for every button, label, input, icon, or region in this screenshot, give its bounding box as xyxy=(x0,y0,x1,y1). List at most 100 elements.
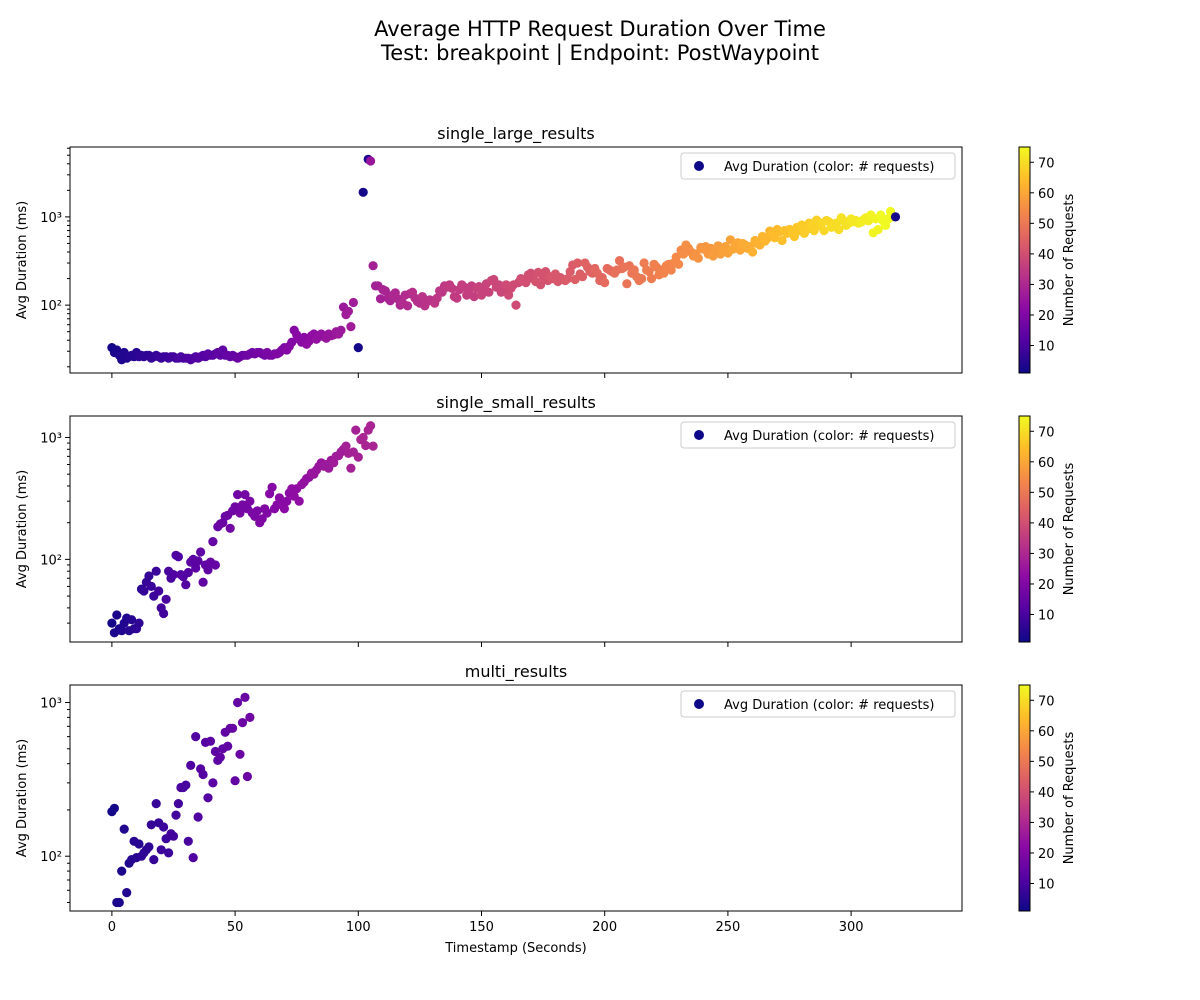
data-point xyxy=(346,322,356,332)
data-point xyxy=(834,224,844,235)
colorbar-tick-label: 60 xyxy=(1038,456,1055,471)
data-point xyxy=(134,618,144,628)
data-point xyxy=(403,301,413,311)
data-point xyxy=(380,286,390,296)
data-point xyxy=(447,283,457,293)
data-point xyxy=(235,508,245,518)
data-point xyxy=(203,565,213,575)
figure-title-line-1: Average HTTP Request Duration Over Time xyxy=(374,17,826,41)
plot-frame xyxy=(69,415,963,643)
data-point xyxy=(210,560,220,570)
y-axis-label: Avg Duration (ms) xyxy=(15,470,30,588)
data-point xyxy=(279,504,289,514)
colorbar-2: 10 20 30 40 50 60 70 Number of Requests xyxy=(1018,684,1077,912)
colorbar-gradient xyxy=(1018,146,1031,374)
legend-marker xyxy=(694,161,704,171)
data-point xyxy=(368,261,378,271)
subplot-title: single_large_results xyxy=(437,124,595,144)
colorbar-tick-label: 70 xyxy=(1038,694,1055,709)
colorbar-tick-label: 60 xyxy=(1038,725,1055,740)
data-point xyxy=(233,697,243,708)
data-point xyxy=(223,741,233,751)
data-point xyxy=(228,723,238,733)
colorbar-tick-label: 50 xyxy=(1038,217,1055,232)
colorbar-tick-label: 50 xyxy=(1038,755,1055,770)
data-point xyxy=(637,274,647,284)
data-point xyxy=(341,441,351,451)
legend-label: Avg Duration (color: # requests) xyxy=(724,698,934,713)
data-point xyxy=(358,432,368,443)
legend-label: Avg Duration (color: # requests) xyxy=(724,160,934,175)
x-tick-label: 50 xyxy=(227,920,244,935)
data-point xyxy=(117,866,127,876)
data-point xyxy=(198,769,208,780)
data-point xyxy=(646,274,657,284)
data-point xyxy=(139,586,149,596)
data-point xyxy=(674,259,684,269)
data-point xyxy=(252,506,262,516)
y-axis-label: Avg Duration (ms) xyxy=(15,201,30,319)
data-point xyxy=(198,577,208,587)
colorbar-tick-label: 40 xyxy=(1038,517,1055,532)
data-point xyxy=(196,547,206,557)
data-point xyxy=(563,274,573,284)
data-point xyxy=(245,712,255,723)
data-point xyxy=(577,272,588,282)
data-point xyxy=(294,496,304,506)
data-point xyxy=(644,267,654,277)
data-point xyxy=(873,224,883,235)
colorbar-gradient xyxy=(1018,415,1031,643)
data-point xyxy=(117,626,127,636)
x-ticks xyxy=(111,642,852,647)
data-point xyxy=(484,287,494,297)
data-point xyxy=(154,586,164,596)
legend-marker xyxy=(694,430,704,440)
subplot-single-large-results: single_large_results Avg Duration (ms) 1… xyxy=(15,124,963,378)
data-point xyxy=(366,421,376,431)
data-point xyxy=(614,256,625,266)
x-ticks: 0 50 100 150 200 250 300 xyxy=(108,911,864,935)
data-point xyxy=(770,233,780,243)
data-point xyxy=(469,292,479,302)
data-point xyxy=(819,226,829,236)
data-point xyxy=(127,615,137,625)
data-point xyxy=(114,897,124,908)
data-point xyxy=(366,156,376,166)
data-point xyxy=(193,812,203,822)
data-point xyxy=(186,760,196,771)
data-point xyxy=(225,523,235,533)
data-point xyxy=(164,848,174,858)
data-point xyxy=(173,552,183,562)
data-point xyxy=(156,845,166,855)
colorbar-tick-label: 10 xyxy=(1038,340,1055,355)
data-point xyxy=(622,279,632,289)
y-tick-label: 10² xyxy=(40,850,62,865)
subplot-title: multi_results xyxy=(465,662,568,682)
colorbar-label: Number of Requests xyxy=(1062,462,1077,595)
data-point xyxy=(230,776,240,786)
y-tick-label: 10³ xyxy=(40,697,62,712)
colorbar-1: 10 20 30 40 50 60 70 Number of Requests xyxy=(1018,415,1077,643)
data-point xyxy=(521,278,531,288)
figure-title-line-2: Test: breakpoint | Endpoint: PostWaypoin… xyxy=(380,41,819,66)
data-point xyxy=(183,567,193,578)
data-point xyxy=(890,212,901,222)
colorbar-tick-label: 40 xyxy=(1038,248,1055,263)
colorbar-tick-label: 40 xyxy=(1038,786,1055,801)
x-axis-label: Timestamp (Seconds) xyxy=(444,941,586,956)
data-point xyxy=(151,799,161,809)
y-tick-label: 10³ xyxy=(40,211,62,226)
colorbar-label: Number of Requests xyxy=(1062,731,1077,864)
y-tick-label: 10² xyxy=(40,553,62,568)
data-point xyxy=(168,570,179,580)
subplot-title: single_small_results xyxy=(436,393,596,413)
data-point xyxy=(343,306,353,316)
data-point xyxy=(348,297,358,308)
data-point xyxy=(181,780,191,790)
x-tick-label: 200 xyxy=(592,920,617,935)
data-point xyxy=(191,563,201,573)
data-point xyxy=(777,235,787,246)
legend-label: Avg Duration (color: # requests) xyxy=(724,429,934,444)
data-point xyxy=(161,594,171,604)
colorbar-tick-label: 10 xyxy=(1038,878,1055,893)
